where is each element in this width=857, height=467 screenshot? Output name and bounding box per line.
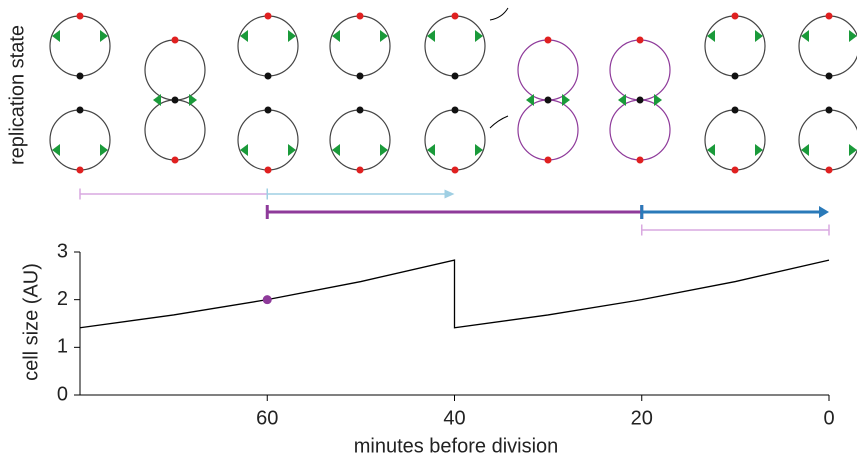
- locus: [825, 72, 833, 80]
- locus: [356, 72, 364, 80]
- fork: [755, 144, 763, 156]
- locus: [731, 106, 739, 114]
- y-tick-label: 0: [57, 383, 68, 405]
- chromosome: [329, 15, 391, 77]
- locus: [451, 12, 459, 20]
- fork: [288, 30, 296, 42]
- locus: [636, 36, 644, 44]
- fork: [475, 144, 483, 156]
- locus: [636, 156, 644, 164]
- locus: [356, 106, 364, 114]
- fork: [427, 30, 435, 42]
- y-tick-label: 3: [57, 240, 68, 262]
- locus: [451, 106, 459, 114]
- chromosome: [704, 15, 766, 77]
- fork: [380, 30, 388, 42]
- locus: [264, 166, 272, 174]
- fork: [755, 30, 763, 42]
- locus: [731, 166, 739, 174]
- fork: [240, 144, 248, 156]
- locus: [731, 72, 739, 80]
- locus: [731, 12, 739, 20]
- fork: [240, 30, 248, 42]
- locus: [264, 106, 272, 114]
- y-tick-label: 2: [57, 288, 68, 310]
- locus: [76, 106, 84, 114]
- locus: [76, 12, 84, 20]
- chromosome: [424, 109, 486, 171]
- fork: [801, 30, 809, 42]
- fork: [52, 30, 60, 42]
- chromosome: [329, 109, 391, 171]
- fork: [52, 144, 60, 156]
- x-tick-label: 20: [631, 407, 653, 429]
- y-axis-label: cell size (AU): [20, 263, 42, 381]
- chromosome: [49, 109, 111, 171]
- fork: [100, 144, 108, 156]
- locus: [171, 96, 179, 104]
- fork: [100, 30, 108, 42]
- locus: [544, 156, 552, 164]
- chromosome: [798, 15, 857, 77]
- chromosome: [609, 39, 671, 101]
- fork: [153, 94, 161, 106]
- x-axis-label: minutes before division: [354, 435, 559, 457]
- locus: [451, 166, 459, 174]
- fork: [380, 144, 388, 156]
- locus: [171, 156, 179, 164]
- locus: [171, 36, 179, 44]
- x-tick-label: 0: [823, 407, 834, 429]
- arrow: [489, 115, 509, 129]
- fork: [707, 30, 715, 42]
- locus: [356, 12, 364, 20]
- locus: [544, 36, 552, 44]
- chromosome: [237, 109, 299, 171]
- y-tick-label: 1: [57, 336, 68, 358]
- locus: [451, 72, 459, 80]
- locus: [825, 12, 833, 20]
- arrow: [489, 7, 509, 21]
- chromosome: [144, 39, 206, 101]
- locus: [76, 166, 84, 174]
- x-tick-label: 40: [443, 407, 465, 429]
- chromosome: [609, 99, 671, 161]
- size-line: [79, 259, 830, 329]
- locus: [356, 166, 364, 174]
- highlight-point: [262, 295, 272, 305]
- fork: [288, 144, 296, 156]
- fork: [849, 30, 857, 42]
- fork: [707, 144, 715, 156]
- chromosome: [517, 99, 579, 161]
- locus: [264, 12, 272, 20]
- chromosome: [49, 15, 111, 77]
- fork: [332, 144, 340, 156]
- interval-arrow: [444, 189, 455, 199]
- fork: [654, 94, 662, 106]
- fork: [801, 144, 809, 156]
- fork: [849, 144, 857, 156]
- panel-label: replication state: [6, 25, 28, 165]
- x-tick-label: 60: [256, 407, 278, 429]
- chromosome: [704, 109, 766, 171]
- chromosome: [144, 99, 206, 161]
- fork: [475, 30, 483, 42]
- locus: [825, 166, 833, 174]
- locus: [825, 106, 833, 114]
- chromosome: [517, 39, 579, 101]
- interval-arrow: [819, 206, 829, 218]
- locus: [76, 72, 84, 80]
- locus: [636, 96, 644, 104]
- fork: [189, 94, 197, 106]
- chromosome: [237, 15, 299, 77]
- locus: [264, 72, 272, 80]
- fork: [427, 144, 435, 156]
- fork: [562, 94, 570, 106]
- chromosome: [798, 109, 857, 171]
- locus: [544, 96, 552, 104]
- fork: [526, 94, 534, 106]
- fork: [618, 94, 626, 106]
- fork: [332, 30, 340, 42]
- chromosome: [424, 15, 486, 77]
